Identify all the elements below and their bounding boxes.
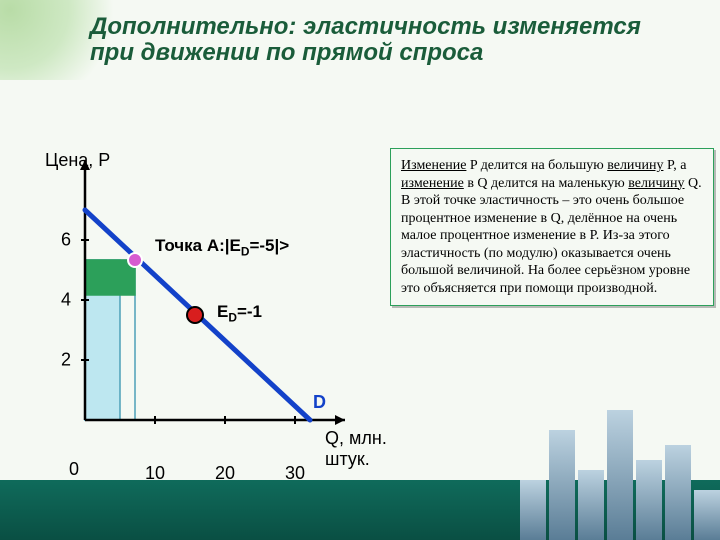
x-tick-label: 10 (145, 463, 165, 484)
demand-chart: Цена, P Q, млн. штук. 0 D 246102030Точка… (85, 160, 365, 460)
skyline-decoration (520, 410, 720, 540)
x-tick-label: 30 (285, 463, 305, 484)
point-annotation: Точка A:|ED=-5|> (155, 236, 289, 258)
point-annotation: ED=-1 (217, 302, 262, 324)
y-tick-label: 4 (61, 290, 71, 311)
x-axis-label: Q, млн. штук. (325, 428, 415, 470)
svg-text:D: D (313, 392, 326, 412)
slide-title: Дополнительно: эластичность изменяется п… (90, 14, 690, 67)
chart-svg: D (85, 160, 345, 420)
y-tick-label: 2 (61, 350, 71, 371)
explanation-box: Изменение P делится на большую величину … (390, 148, 714, 306)
y-tick-label: 6 (61, 230, 71, 251)
origin-label: 0 (69, 459, 79, 480)
y-axis-label: Цена, P (45, 150, 110, 171)
x-tick-label: 20 (215, 463, 235, 484)
